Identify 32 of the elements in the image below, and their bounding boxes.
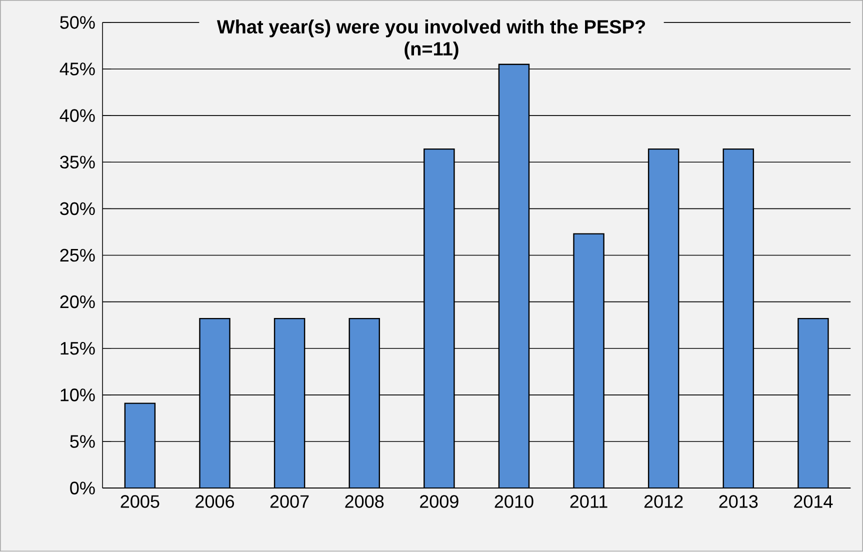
bar (498, 64, 530, 488)
y-tick-label: 20% (60, 296, 95, 308)
x-tick-label: 2014 (794, 495, 833, 508)
x-tick-label: 2011 (570, 495, 608, 508)
bar (199, 318, 230, 488)
bar (348, 318, 380, 488)
bar (274, 318, 306, 488)
y-tick-label: 30% (60, 202, 95, 216)
x-tick-label: 2010 (494, 495, 534, 508)
y-tick-label: 10% (60, 388, 95, 402)
bar (648, 148, 680, 488)
chart-title: What year(s) were you involved with the PESP? (n=11) (216, 20, 646, 60)
y-tick-label: 25% (60, 249, 95, 262)
x-tick-label: 2005 (120, 495, 160, 508)
y-tick-label: 50% (60, 16, 95, 30)
x-tick-label: 2007 (270, 495, 309, 508)
x-tick-label: 2013 (719, 495, 758, 508)
x-tick-label: 2012 (644, 495, 683, 508)
y-tick-label: 15% (60, 342, 95, 355)
bar (124, 402, 156, 488)
y-tick-label: 40% (60, 109, 95, 122)
x-tick-label: 2006 (196, 495, 234, 508)
x-tick-label: 2009 (420, 495, 458, 508)
bar (573, 233, 604, 488)
y-tick-label: 45% (60, 62, 95, 76)
bar (798, 318, 829, 488)
bar (424, 148, 455, 488)
bar (722, 148, 754, 488)
y-tick-label: 0% (70, 482, 95, 495)
y-tick-label: 5% (70, 435, 95, 448)
y-tick-label: 35% (60, 156, 95, 169)
x-tick-label: 2008 (345, 495, 384, 508)
